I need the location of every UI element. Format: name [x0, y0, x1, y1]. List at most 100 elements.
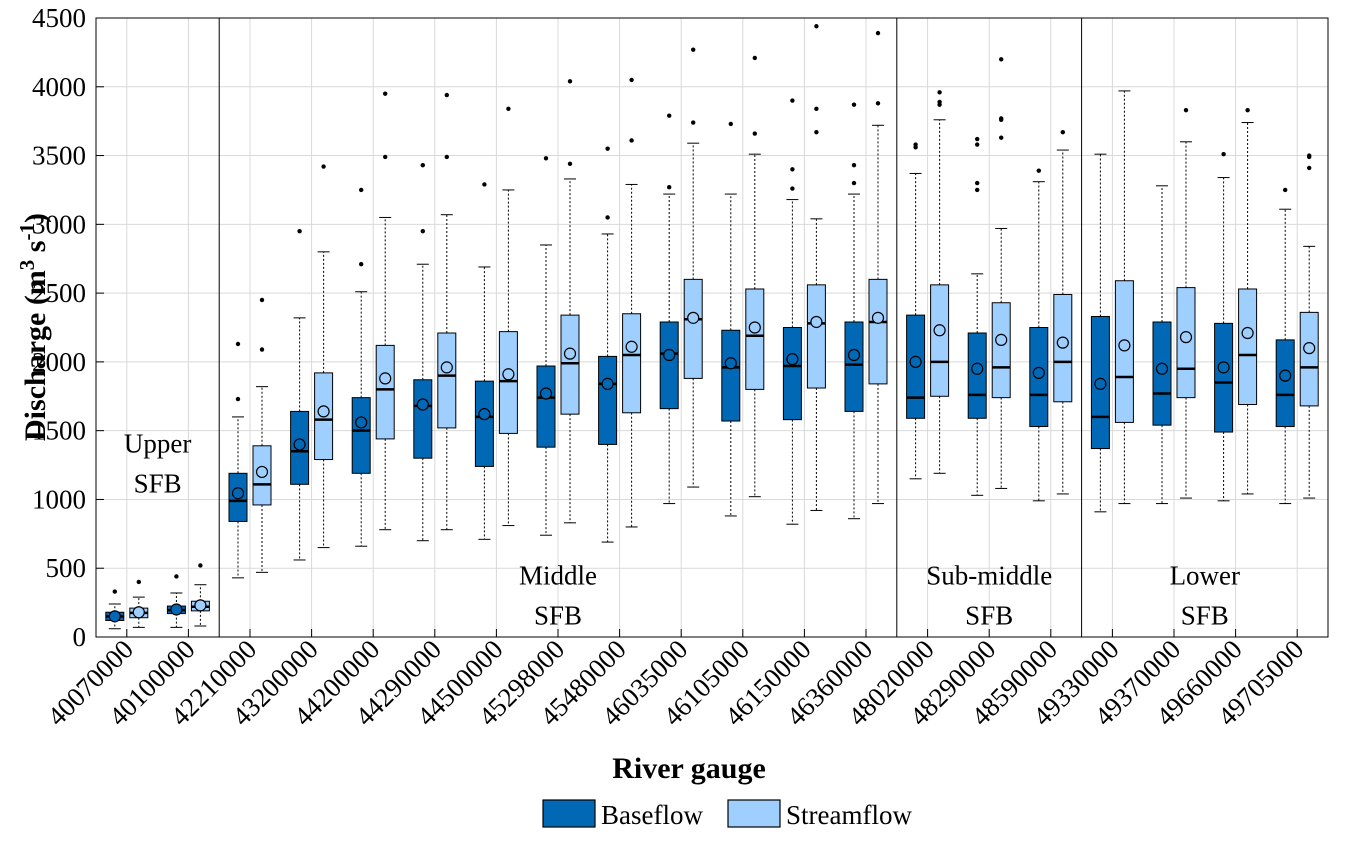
baseflow-box — [598, 355, 618, 445]
streamflow-box-group — [1176, 107, 1196, 499]
streamflow-box-group — [1299, 153, 1319, 499]
streamflow-box-group — [806, 24, 826, 511]
streamflow-outlier — [567, 79, 573, 84]
streamflow-outlier — [875, 101, 881, 106]
streamflow-box-group — [437, 92, 457, 531]
baseflow-mean-marker — [231, 487, 245, 500]
baseflow-box — [659, 321, 679, 410]
baseflow-outlier — [543, 156, 549, 161]
box-series — [105, 24, 1319, 630]
y-tick-label: 2000 — [32, 347, 86, 377]
streamflow-mean-marker — [317, 405, 330, 418]
streamflow-mean-marker — [748, 321, 761, 334]
streamflow-mean-marker — [1241, 326, 1254, 340]
baseflow-box — [1275, 339, 1295, 428]
baseflow-outlier — [851, 180, 857, 186]
legend-swatch-baseflow — [542, 799, 596, 828]
streamflow-box-group — [991, 57, 1011, 489]
streamflow-box — [930, 284, 950, 397]
baseflow-box-group — [105, 589, 125, 630]
baseflow-outlier — [297, 229, 302, 234]
streamflow-outlier — [259, 347, 265, 352]
streamflow-mean-marker — [379, 372, 392, 385]
baseflow-mean-marker — [478, 408, 491, 421]
baseflow-mean-marker — [1155, 362, 1169, 375]
y-axis-label: Discharge (m3 s-1) — [15, 213, 52, 441]
streamflow-box — [1299, 311, 1319, 407]
baseflow-outlier — [975, 136, 980, 142]
streamflow-box-group — [622, 77, 642, 528]
baseflow-outlier — [790, 167, 795, 172]
baseflow-mean-marker — [786, 353, 799, 366]
streamflow-box — [806, 284, 826, 389]
baseflow-box-group — [1029, 168, 1049, 502]
baseflow-outlier — [174, 574, 179, 579]
y-tick-label: 3500 — [32, 141, 86, 171]
baseflow-box-group — [598, 146, 618, 543]
baseflow-outlier — [851, 162, 857, 168]
region-label-text: Upper — [124, 429, 191, 459]
baseflow-outlier — [482, 182, 487, 187]
baseflow-outlier — [975, 180, 980, 186]
y-tick-label: 500 — [46, 553, 87, 583]
streamflow-box — [560, 314, 580, 415]
streamflow-box-group — [1114, 90, 1134, 505]
baseflow-mean-marker — [909, 355, 922, 368]
baseflow-box — [721, 329, 741, 422]
streamflow-outlier — [814, 106, 819, 111]
baseflow-outlier — [1036, 168, 1042, 173]
streamflow-outlier — [506, 106, 511, 111]
streamflow-box — [745, 288, 765, 390]
x-axis-ticks: 4007000040100000422100004320000044200000… — [41, 629, 1309, 732]
streamflow-outlier — [937, 99, 942, 105]
streamflow-mean-marker — [1303, 342, 1316, 355]
baseflow-mean-marker — [539, 387, 553, 400]
streamflow-mean-marker — [255, 465, 269, 479]
streamflow-outlier — [691, 47, 696, 52]
baseflow-outlier — [790, 186, 795, 191]
baseflow-box-group — [413, 162, 433, 542]
baseflow-outlier — [667, 113, 672, 118]
streamflow-box-group — [190, 563, 210, 627]
baseflow-box-group — [721, 121, 741, 517]
streamflow-outlier — [999, 135, 1004, 140]
streamflow-outlier — [1183, 107, 1189, 113]
baseflow-mean-marker — [1279, 369, 1292, 382]
baseflow-mean-marker — [847, 348, 861, 362]
streamflow-outlier — [567, 161, 573, 167]
baseflow-outlier — [790, 98, 795, 103]
baseflow-outlier — [420, 229, 425, 234]
streamflow-box-group — [560, 79, 580, 524]
streamflow-outlier — [444, 154, 449, 160]
baseflow-mean-marker — [1094, 377, 1107, 390]
baseflow-mean-marker — [724, 357, 737, 370]
baseflow-mean-marker — [108, 610, 121, 623]
region-label-text: Lower — [1170, 561, 1240, 591]
region-label-text: SFB — [965, 601, 1013, 631]
y-tick-label: 1500 — [32, 416, 86, 446]
streamflow-outlier — [999, 57, 1004, 62]
baseflow-box-group — [351, 187, 371, 547]
baseflow-box-group — [1090, 153, 1110, 513]
baseflow-outlier — [605, 215, 610, 220]
streamflow-box-group — [314, 164, 334, 549]
streamflow-mean-marker — [502, 368, 515, 381]
baseflow-mean-marker — [971, 362, 984, 375]
baseflow-box — [844, 321, 864, 412]
region-label-text: SFB — [534, 601, 582, 631]
streamflow-box — [683, 278, 703, 379]
streamflow-box — [868, 278, 888, 385]
baseflow-outlier — [1283, 187, 1288, 193]
baseflow-outlier — [1221, 151, 1226, 157]
streamflow-box — [375, 344, 395, 440]
baseflow-outlier — [728, 121, 733, 127]
region-label-text: SFB — [1181, 601, 1229, 631]
y-axis-ticks: 0 500 1000 1500 2000 2500 3000 3500 4000 4500 — [32, 3, 104, 652]
streamflow-box-group — [683, 47, 703, 488]
baseflow-outlier — [667, 184, 672, 190]
y-tick-label: 4000 — [32, 72, 86, 102]
streamflow-outlier — [752, 131, 757, 136]
region-label-text: Middle — [519, 561, 597, 591]
streamflow-outlier — [259, 297, 265, 303]
streamflow-mean-marker — [687, 311, 700, 324]
